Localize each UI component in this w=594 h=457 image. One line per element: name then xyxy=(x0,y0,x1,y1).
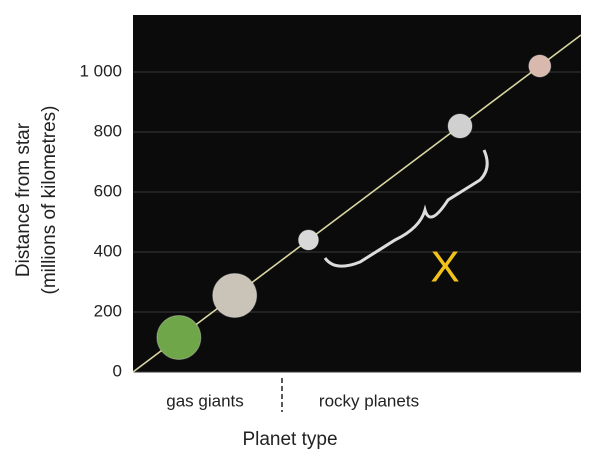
y-axis-title: (millions of kilometres) xyxy=(39,106,60,295)
y-tick-label: 1 000 xyxy=(79,61,122,80)
planet xyxy=(529,55,551,77)
plot-area xyxy=(133,15,581,372)
chart: X gas giants rocky planets Planet type D… xyxy=(0,0,594,452)
y-tick-label: 0 xyxy=(113,361,122,380)
group-label: gas giants xyxy=(166,391,244,410)
y-tick-label: 800 xyxy=(94,121,122,140)
planet xyxy=(298,230,318,250)
y-tick-label: 400 xyxy=(94,241,122,260)
y-tick-label: 200 xyxy=(94,301,122,320)
y-tick-label: 600 xyxy=(94,181,122,200)
x-axis-title: Planet type xyxy=(242,429,337,450)
y-axis-title: Distance from star xyxy=(13,122,34,277)
annotation: X xyxy=(430,243,459,292)
group-label: rocky planets xyxy=(319,391,419,410)
planet xyxy=(213,274,257,318)
planet xyxy=(157,316,201,360)
planet xyxy=(448,114,472,138)
